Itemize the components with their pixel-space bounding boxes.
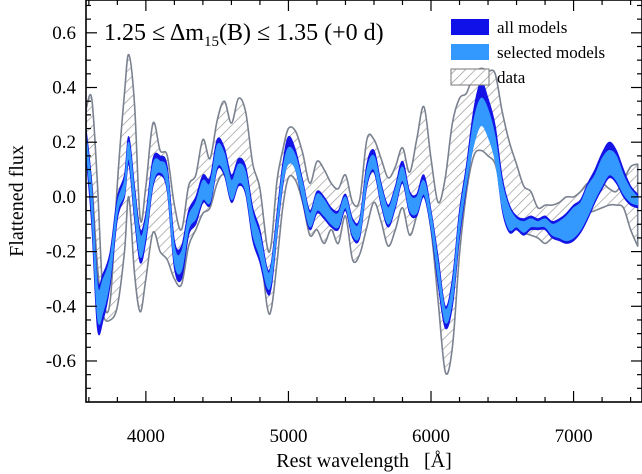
legend: all models selected models data xyxy=(450,18,605,87)
y-tick-label-0.4: 0.4 xyxy=(52,78,76,99)
legend-label-selected-models: selected models xyxy=(497,43,605,62)
y-tick-label--0.2: -0.2 xyxy=(46,242,76,263)
x-tick-label-6000: 6000 xyxy=(412,426,450,447)
y-axis-label: Flattened flux xyxy=(6,145,28,257)
legend-label-all-models: all models xyxy=(497,18,567,37)
legend-swatch-selected-models xyxy=(451,44,489,60)
y-tick-label--0.6: -0.6 xyxy=(46,351,76,372)
chart-title-prefix: 1.25 ≤ Δm xyxy=(104,20,204,46)
axis-ticks: 4000 5000 6000 7000 -0.6 -0.4 -0.2 0.0 0.2 0.4 0.6 xyxy=(46,0,642,447)
chart-title-suffix: (B) ≤ 1.35 (+0 d) xyxy=(219,20,384,46)
x-tick-label-5000: 5000 xyxy=(269,426,307,447)
y-tick-label--0.4: -0.4 xyxy=(46,296,77,317)
x-axis-label: Rest wavelength [Å] xyxy=(276,450,452,472)
plot-frame xyxy=(85,0,642,403)
y-tick-label-0.2: 0.2 xyxy=(52,132,76,153)
series-band-selected-models xyxy=(86,97,639,325)
legend-swatch-data xyxy=(450,68,490,86)
chart-title-subscript: 15 xyxy=(204,34,219,50)
legend-swatch-all-models xyxy=(451,19,489,35)
y-tick-label-0.6: 0.6 xyxy=(52,23,76,44)
x-tick-label-7000: 7000 xyxy=(555,426,593,447)
x-tick-label-4000: 4000 xyxy=(127,426,165,447)
legend-label-data: data xyxy=(497,68,526,87)
plot-area xyxy=(86,53,639,375)
y-tick-label-0.0: 0.0 xyxy=(52,187,76,208)
chart-title: 1.25 ≤ Δm15(B) ≤ 1.35 (+0 d) xyxy=(104,20,384,50)
